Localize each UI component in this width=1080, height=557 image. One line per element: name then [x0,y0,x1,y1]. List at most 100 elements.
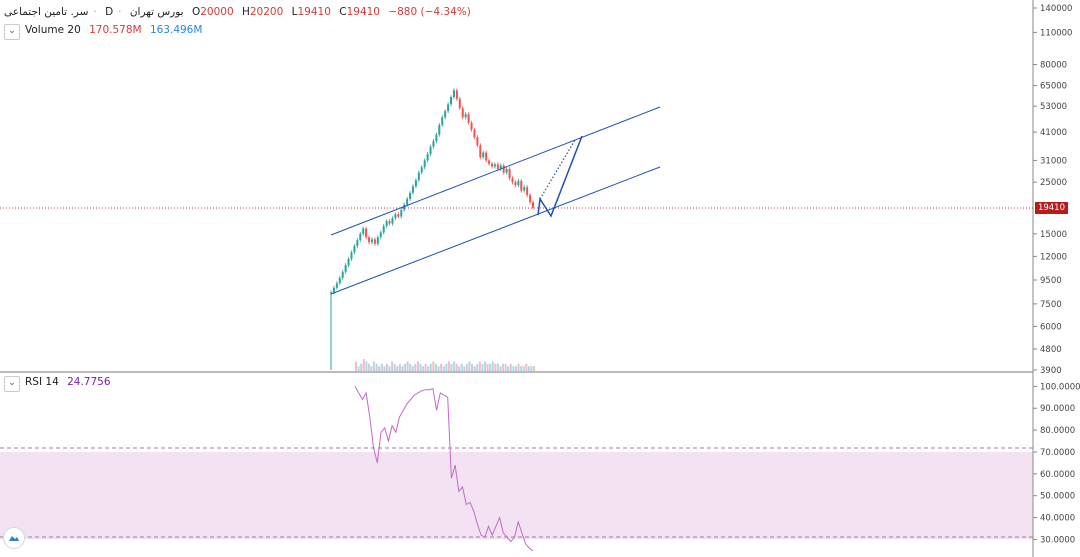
candle-body [359,233,362,241]
projection-dotted [539,139,576,200]
chevron-down-icon[interactable]: ⌄ [4,24,20,40]
volume-bar [378,366,381,371]
price-tick-label: 7500 [1040,300,1062,310]
candle-body [532,202,534,208]
candle-body [332,287,335,293]
volume-bar [362,359,365,371]
volume-bar [404,363,407,371]
volume-bar [491,361,494,371]
candle-body [391,218,394,224]
volume-bar [370,366,373,371]
volume-bar [409,363,412,371]
candle-body [447,104,450,112]
volume-bar [520,366,523,371]
price-tick-label: 6000 [1040,322,1062,332]
candle-body [470,122,473,130]
candle-body [376,237,379,244]
candle-body [455,90,458,99]
volume-bar [463,366,466,371]
price-tick-label: 110000 [1040,28,1072,38]
projection-path[interactable] [537,135,583,218]
volume-bar [471,363,474,371]
price-candles [330,88,534,370]
rsi-tick-label: 80.0000 [1040,426,1075,436]
volume-bar [512,366,515,371]
price-tick-label: 4800 [1040,345,1062,355]
candle-body [499,165,502,169]
volume-bar [509,363,512,371]
volume-bar [429,363,432,371]
rsi-value: 24.7756 [67,376,111,388]
symbol-name[interactable]: سر. تامین اجتماعی [4,6,89,18]
rsi-axis-ticks: 100.0000 90.0000 80.0000 70.0000 60.0000 50.0… [1033,382,1080,545]
volume-bar [530,366,533,371]
candle-body [438,125,441,135]
volume-bar [373,361,376,371]
volume-legend: ⌄ Volume 20 170.578M 163.496M [4,24,207,40]
price-tick-label: 53000 [1040,102,1067,112]
volume-bar [527,366,530,371]
volume-bar [440,363,443,371]
price-tick-label: 80000 [1040,61,1067,71]
candle-body [341,271,344,278]
volume-bars [355,359,535,371]
last-price-badge: 19410 [1034,202,1068,214]
rsi-line [354,386,534,552]
volume-bar [514,366,517,371]
rsi-tick-label: 50.0000 [1040,492,1075,502]
volume-bar [383,366,386,371]
volume-bar [473,366,476,371]
volume-bar [502,363,505,371]
volume-bar [365,361,368,371]
candle-body [414,180,417,187]
chevron-down-icon[interactable]: ⌄ [4,376,20,392]
rsi-label[interactable]: RSI 14 [25,376,59,388]
price-tick-label: 140000 [1040,4,1072,14]
candle-body [353,245,356,253]
candle-body [411,186,414,193]
volume-bar [507,366,510,371]
drawings[interactable] [330,106,661,295]
volume-bar [380,363,383,371]
candle-body [508,168,511,179]
volume-bar [481,363,484,371]
volume-bar [416,361,419,371]
candle-body [338,277,341,284]
candle-body [444,111,447,118]
candle-body [365,228,368,238]
volume-bar [406,361,409,371]
candle-body [388,221,391,224]
cloud-logo-icon[interactable] [3,527,25,549]
price-tick-label: 12000 [1040,252,1067,262]
volume-bar [453,361,456,371]
channel-lower-line[interactable] [330,166,661,295]
price-axis-ticks: 140000 110000 80000 65000 53000 41000 31000 250… [1033,4,1072,376]
volume-bar [375,363,378,371]
candle-body [432,141,435,147]
candle-body [362,228,365,234]
candle-body [397,214,400,217]
candle-body [368,237,371,243]
candle-body [488,160,491,164]
interval[interactable]: D [105,6,114,18]
channel-upper-line[interactable] [330,106,661,236]
volume-bar [396,366,399,371]
price-change: −880 (−4.34%) [388,6,471,18]
candle-body [482,152,485,158]
volume-bar [424,363,427,371]
volume-bar [393,363,396,371]
candle-body [400,209,403,217]
volume-label[interactable]: Volume 20 [25,24,81,36]
volume-bar [401,366,404,371]
price-tick-label: 41000 [1040,128,1067,138]
candle-body [479,145,482,158]
volume-bar [496,363,499,371]
price-tick-label: 15000 [1040,230,1067,240]
candle-body [496,164,499,169]
candle-body [385,221,388,227]
volume-value-1: 170.578M [89,24,142,36]
candle-body [394,214,397,219]
candle-body [441,117,444,126]
candle-body [406,198,409,205]
